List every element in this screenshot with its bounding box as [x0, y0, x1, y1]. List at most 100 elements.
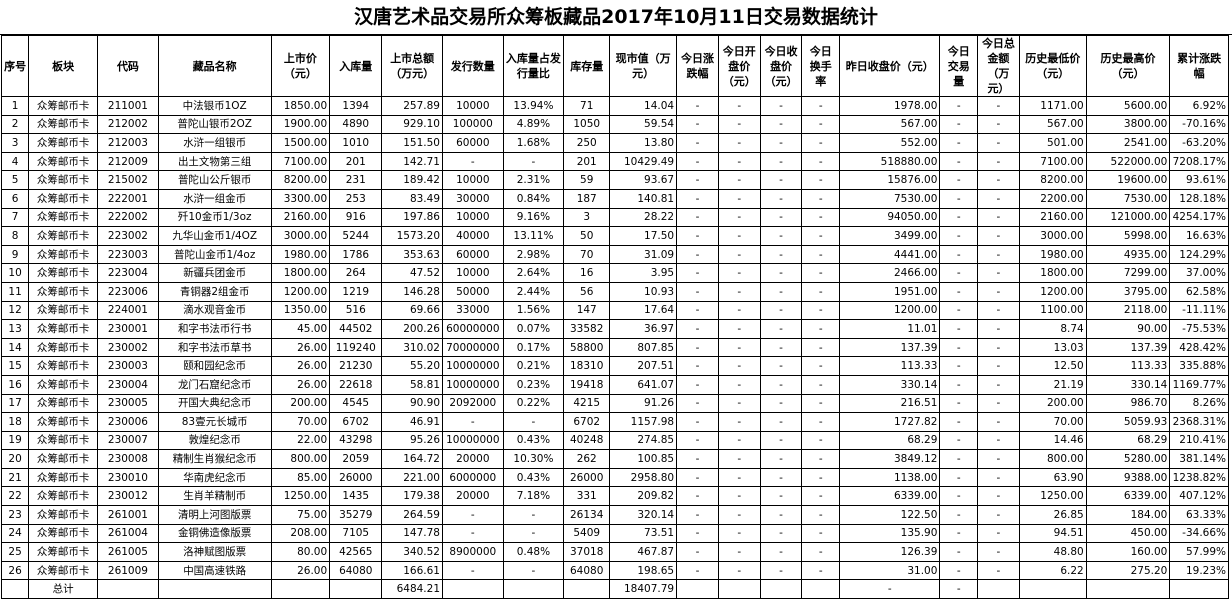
table-cell: 滴水观音金币	[157, 300, 272, 321]
table-cell: 261005	[97, 542, 159, 562]
table-cell: 160.00	[1085, 542, 1171, 562]
total-cell	[502, 579, 565, 600]
table-cell: 26	[0, 560, 30, 581]
table-cell: 641.07	[609, 374, 678, 395]
table-cell: 14.46	[1018, 430, 1087, 451]
table-cell: 2	[0, 114, 30, 135]
table-cell: 35279	[329, 505, 383, 525]
table-cell: 1157.98	[609, 412, 678, 432]
table-cell: 歼10金币1/3oz	[157, 207, 272, 228]
table-cell: 64080	[329, 560, 383, 581]
table-cell: -	[717, 374, 761, 395]
total-cell	[563, 579, 611, 600]
table-cell: 11.01	[839, 319, 941, 339]
table-cell: 90.00	[1085, 319, 1171, 339]
table-cell: 3499.00	[839, 226, 941, 246]
table-cell: 30000	[442, 188, 504, 209]
table-cell: 26134	[563, 505, 611, 525]
table-cell: -	[759, 263, 803, 283]
table-cell: 137.39	[1085, 337, 1171, 358]
table-cell: 7530.00	[1085, 188, 1171, 209]
table-cell: 179.38	[381, 486, 443, 507]
table-cell: 19600.00	[1085, 170, 1171, 190]
table-cell: 212002	[97, 114, 159, 135]
table-cell: -	[676, 151, 719, 172]
table-cell: 1050	[563, 114, 611, 135]
table-cell: 18310	[563, 356, 611, 376]
table-cell: -	[676, 430, 719, 451]
table-cell: 142.71	[381, 151, 443, 172]
table-cell: -	[939, 523, 979, 544]
table-cell: 众筹邮币卡	[28, 523, 99, 544]
table-cell: 113.33	[1085, 356, 1171, 376]
table-cell: -	[442, 523, 504, 544]
table-cell: 1727.82	[839, 412, 941, 432]
table-cell: -	[977, 523, 1020, 544]
table-cell: -	[977, 412, 1020, 432]
table-cell: -	[759, 337, 803, 358]
table-cell: 83.49	[381, 188, 443, 209]
table-cell: -	[977, 170, 1020, 190]
table-cell: 223003	[97, 244, 159, 265]
column-header: 序号	[0, 35, 30, 97]
table-cell: 中国高速铁路	[157, 560, 272, 581]
table-cell: 6.92%	[1169, 96, 1229, 116]
table-cell: -	[977, 319, 1020, 339]
table-cell: 青铜器2组金币	[157, 281, 272, 302]
table-cell: -	[676, 393, 719, 414]
table-cell: 3000.00	[1018, 226, 1087, 246]
table-cell: 25	[0, 542, 30, 562]
table-cell: 众筹邮币卡	[28, 430, 99, 451]
table-cell: -	[977, 188, 1020, 209]
table-cell: -	[759, 505, 803, 525]
table-cell: 众筹邮币卡	[28, 337, 99, 358]
table-cell: -	[801, 356, 841, 376]
table-cell: 467.87	[609, 542, 678, 562]
table-cell: 800.00	[1018, 449, 1087, 469]
table-cell: 7299.00	[1085, 263, 1171, 283]
table-cell: -	[939, 207, 979, 228]
table-cell: -	[759, 281, 803, 302]
table-cell: 8200.00	[270, 170, 331, 190]
table-cell: 22.00	[270, 430, 331, 451]
table-cell: 4890	[329, 114, 383, 135]
table-cell: -	[939, 244, 979, 265]
table-cell: -	[717, 412, 761, 432]
table-cell: 众筹邮币卡	[28, 133, 99, 153]
table-cell: 69.66	[381, 300, 443, 321]
table-cell: -	[717, 319, 761, 339]
table-cell: 189.42	[381, 170, 443, 190]
table-cell: 70.00	[270, 412, 331, 432]
table-cell: -	[801, 449, 841, 469]
table-cell: -	[801, 523, 841, 544]
table-cell: 17	[0, 393, 30, 414]
table-cell: -	[759, 449, 803, 469]
table-cell: 0.48%	[502, 542, 565, 562]
table-cell: 320.14	[609, 505, 678, 525]
table-cell: -	[801, 319, 841, 339]
table-cell: 257.89	[381, 96, 443, 116]
table-cell: -	[676, 281, 719, 302]
table-cell: 众筹邮币卡	[28, 560, 99, 581]
table-cell: 敦煌纪念币	[157, 430, 272, 451]
table-cell: -	[801, 114, 841, 135]
table-cell: 63.90	[1018, 467, 1087, 488]
table-cell: 55.20	[381, 356, 443, 376]
table-cell: -	[717, 263, 761, 283]
table-cell: 70	[563, 244, 611, 265]
total-cell	[97, 579, 159, 600]
table-cell: 26.00	[270, 337, 331, 358]
table-cell: 2368.31%	[1169, 412, 1229, 432]
table-row: 21 众筹邮币卡 230010 华南虎纪念币 85.00 26000 221.00 60000…	[0, 467, 1229, 488]
table-cell: 20000	[442, 486, 504, 507]
table-cell: 10	[0, 263, 30, 283]
table-cell: 56	[563, 281, 611, 302]
table-cell: -	[801, 244, 841, 265]
table-cell: -	[717, 207, 761, 228]
table-cell: 59	[563, 170, 611, 190]
table-row: 17 众筹邮币卡 230005 开国大典纪念币 200.00 4545 90.90 20920…	[0, 393, 1229, 414]
table-cell: 7.18%	[502, 486, 565, 507]
table-cell: 众筹邮币卡	[28, 300, 99, 321]
table-cell: -	[801, 505, 841, 525]
table-cell: -	[717, 467, 761, 488]
